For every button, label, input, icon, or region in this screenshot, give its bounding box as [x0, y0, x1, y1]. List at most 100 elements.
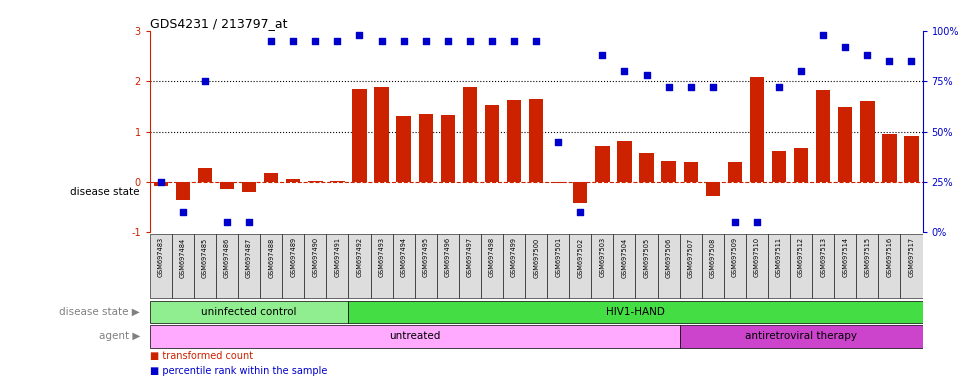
Point — [197, 78, 213, 84]
Bar — [286, 179, 300, 182]
Bar — [701, 234, 724, 298]
Point — [683, 84, 698, 90]
Point — [616, 68, 632, 74]
Text: GSM697493: GSM697493 — [379, 237, 384, 277]
Bar — [414, 234, 437, 298]
Text: GSM697499: GSM697499 — [511, 237, 517, 277]
Point — [153, 179, 168, 185]
Text: GSM697502: GSM697502 — [578, 237, 583, 278]
Bar — [216, 234, 238, 298]
Bar — [463, 87, 477, 182]
Bar — [595, 146, 610, 182]
Text: GSM697490: GSM697490 — [312, 237, 319, 278]
Point — [484, 38, 499, 44]
Text: GSM697504: GSM697504 — [621, 237, 628, 278]
Bar — [396, 116, 411, 182]
Point — [352, 31, 367, 38]
Bar — [194, 234, 216, 298]
Bar — [371, 234, 392, 298]
Point — [264, 38, 279, 44]
Bar — [150, 234, 172, 298]
Point — [506, 38, 522, 44]
Bar — [790, 234, 812, 298]
Text: GSM697517: GSM697517 — [908, 237, 915, 278]
Bar — [353, 89, 367, 182]
Point — [286, 38, 301, 44]
Text: uninfected control: uninfected control — [201, 307, 297, 317]
Bar — [856, 234, 878, 298]
Bar — [198, 168, 213, 182]
Text: GSM697488: GSM697488 — [269, 237, 274, 278]
Point — [838, 44, 853, 50]
Bar — [835, 234, 856, 298]
Text: ■ percentile rank within the sample: ■ percentile rank within the sample — [150, 366, 327, 376]
Bar — [418, 114, 433, 182]
Bar — [569, 234, 591, 298]
Text: GSM697492: GSM697492 — [356, 237, 362, 278]
Text: GSM697510: GSM697510 — [753, 237, 760, 278]
Text: GSM697514: GSM697514 — [842, 237, 848, 278]
Bar — [260, 234, 282, 298]
Bar — [768, 234, 790, 298]
Bar — [727, 162, 742, 182]
Point — [771, 84, 786, 90]
Bar — [485, 105, 499, 182]
Bar — [282, 234, 304, 298]
Text: disease state ▶: disease state ▶ — [59, 307, 140, 317]
Bar — [684, 162, 697, 182]
Text: GDS4231 / 213797_at: GDS4231 / 213797_at — [150, 17, 287, 30]
Text: GSM697516: GSM697516 — [887, 237, 893, 278]
Bar — [349, 234, 371, 298]
Bar — [150, 325, 680, 348]
Point — [860, 52, 875, 58]
Bar — [529, 99, 543, 182]
Text: GSM697485: GSM697485 — [202, 237, 208, 278]
Text: GSM697506: GSM697506 — [666, 237, 671, 278]
Bar — [746, 234, 768, 298]
Point — [528, 38, 544, 44]
Bar — [392, 234, 414, 298]
Bar — [591, 234, 613, 298]
Bar — [636, 234, 658, 298]
Bar — [680, 325, 923, 348]
Bar — [750, 77, 764, 182]
Bar — [349, 301, 923, 323]
Bar — [816, 90, 831, 182]
Bar — [680, 234, 701, 298]
Point — [175, 209, 190, 215]
Bar — [547, 234, 569, 298]
Point — [219, 219, 235, 225]
Text: GSM697505: GSM697505 — [643, 237, 649, 278]
Bar — [882, 134, 896, 182]
Point — [882, 58, 897, 64]
Bar — [838, 107, 852, 182]
Bar — [772, 151, 786, 182]
Bar — [705, 182, 720, 196]
Point — [904, 58, 920, 64]
Text: GSM697496: GSM697496 — [444, 237, 451, 278]
Text: GSM697509: GSM697509 — [732, 237, 738, 278]
Bar — [900, 234, 923, 298]
Point — [329, 38, 345, 44]
Text: GSM697515: GSM697515 — [865, 237, 870, 278]
Bar — [238, 234, 260, 298]
Point — [705, 84, 721, 90]
Point — [595, 52, 611, 58]
Text: GSM697491: GSM697491 — [334, 237, 340, 277]
Bar — [330, 181, 345, 182]
Bar — [242, 182, 256, 192]
Text: GSM697495: GSM697495 — [423, 237, 429, 278]
Text: GSM697513: GSM697513 — [820, 237, 826, 277]
Bar — [724, 234, 746, 298]
Bar — [526, 234, 547, 298]
Text: agent ▶: agent ▶ — [99, 331, 140, 341]
Bar — [264, 173, 278, 182]
Bar — [904, 136, 919, 182]
Text: GSM697511: GSM697511 — [776, 237, 782, 277]
Point — [440, 38, 456, 44]
Bar — [639, 153, 654, 182]
Text: GSM697483: GSM697483 — [157, 237, 164, 278]
Point — [242, 219, 257, 225]
Text: GSM697486: GSM697486 — [224, 237, 230, 278]
Text: GSM697501: GSM697501 — [555, 237, 561, 278]
